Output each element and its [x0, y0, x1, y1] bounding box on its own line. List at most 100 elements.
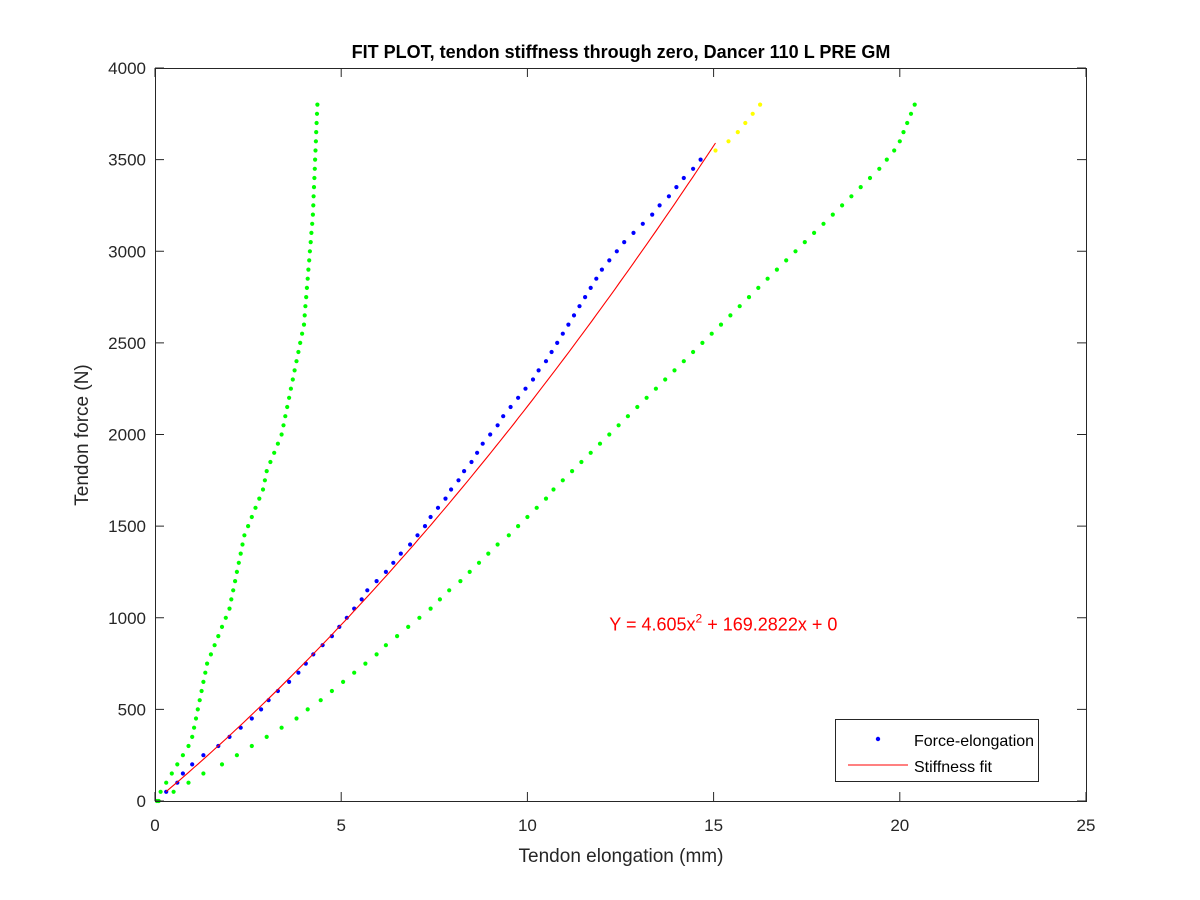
fit-equation-rest: + 169.2822x + 0 — [702, 615, 837, 635]
x-tick-label-4: 20 — [890, 816, 909, 835]
series-1-point-25 — [234, 569, 239, 575]
series-1-point-37 — [268, 459, 273, 465]
series-2-point-45 — [653, 386, 659, 391]
y-axis-label: Tendon force (N) — [72, 364, 93, 506]
series-1-point-6 — [186, 743, 191, 749]
series-1-point-23 — [231, 588, 236, 593]
series-0-point-57 — [599, 267, 605, 272]
series-2-point-33 — [543, 496, 549, 501]
series-1-point-28 — [240, 542, 245, 547]
series-2-point-11 — [318, 698, 323, 703]
series-1-point-15 — [205, 661, 210, 666]
series-1-point-29 — [242, 533, 247, 538]
series-2-point-2 — [186, 780, 191, 785]
series-1-point-48 — [294, 359, 299, 364]
series-2-point-30 — [516, 524, 521, 529]
series-0-point-19 — [344, 615, 349, 620]
series-2-point-25 — [467, 569, 472, 575]
series-1-point-40 — [279, 432, 284, 437]
x-tick-label-5: 25 — [1077, 816, 1096, 835]
series-1-point-38 — [272, 450, 277, 455]
series-2-point-36 — [570, 469, 575, 474]
series-0-point-65 — [666, 194, 672, 199]
series-0-point-22 — [365, 588, 370, 593]
series-1-point-68 — [312, 175, 317, 181]
series-1-point-22 — [229, 597, 234, 602]
series-0-point-42 — [508, 404, 513, 410]
series-2-point-13 — [341, 679, 346, 685]
series-1-point-71 — [313, 148, 318, 153]
series-2-point-69 — [877, 166, 882, 171]
series-1-point-14 — [203, 670, 208, 675]
y-tick-label-3: 1500 — [108, 517, 146, 536]
series-2-point-75 — [908, 111, 914, 116]
series-1-point-32 — [253, 505, 258, 510]
legend-label-force-elongation: Force-elongation — [914, 733, 1034, 750]
series-2-point-21 — [428, 606, 433, 611]
series-2 — [156, 102, 917, 804]
y-tick-label-4: 2000 — [108, 426, 146, 445]
series-2-point-17 — [383, 643, 388, 648]
series-2-point-70 — [884, 157, 889, 162]
y-tick-label-5: 2500 — [108, 334, 146, 353]
series-1-point-34 — [260, 487, 266, 492]
series-2-point-34 — [551, 487, 556, 492]
series-1-point-69 — [312, 166, 317, 171]
series-0-point-64 — [657, 203, 662, 208]
fit-equation-exponent: 2 — [696, 612, 703, 626]
series-1-point-27 — [238, 551, 243, 556]
series-0-point-2 — [180, 771, 185, 776]
series-0-point-47 — [543, 359, 549, 364]
series-2-point-29 — [506, 533, 511, 538]
series-1-point-7 — [190, 734, 195, 740]
series-0-point-46 — [536, 368, 541, 373]
series-2-point-28 — [495, 542, 500, 547]
y-tick-label-6: 3000 — [108, 242, 146, 261]
series-1-point-16 — [208, 652, 213, 657]
series-0-point-56 — [594, 276, 599, 281]
series-0-point-13 — [296, 670, 301, 675]
series-1-point-66 — [311, 194, 316, 199]
series-2-point-27 — [486, 551, 491, 556]
fit-equation-annotation: Y = 4.605x2 + 169.2822x + 0 — [609, 612, 837, 635]
series-1-point-19 — [219, 624, 225, 630]
series-2-point-74 — [905, 120, 910, 126]
series-1-point-73 — [314, 130, 319, 135]
series-1-point-18 — [216, 634, 221, 639]
legend-label-stiffness-fit: Stiffness fit — [914, 759, 993, 776]
series-2-point-37 — [579, 459, 584, 465]
series-2-point-72 — [897, 139, 902, 144]
series-1-point-58 — [306, 267, 311, 272]
series-2-point-42 — [625, 414, 631, 419]
series-2-point-38 — [588, 450, 593, 455]
series-0-point-40 — [495, 423, 500, 428]
series-3 — [713, 102, 763, 153]
series-1-point-20 — [223, 615, 228, 620]
series-1-point-67 — [311, 185, 317, 190]
series-1-point-4 — [175, 762, 180, 767]
series-1-point-10 — [195, 707, 200, 712]
series-3-point-3 — [743, 120, 748, 126]
series-0-point-68 — [691, 166, 696, 171]
y-tick-label-0: 0 — [137, 792, 146, 811]
series-0-point-37 — [475, 450, 480, 455]
series-1-point-33 — [257, 496, 262, 501]
series-1-point-21 — [227, 606, 232, 611]
series-1-point-63 — [310, 221, 315, 226]
series-2-point-18 — [395, 634, 400, 639]
series-0-point-29 — [422, 524, 428, 529]
series-2-point-44 — [644, 395, 649, 400]
x-axis-ticks: 0 5 10 15 20 25 — [150, 68, 1095, 835]
series-0-point-31 — [435, 505, 441, 510]
series-0-point-21 — [359, 597, 364, 602]
stiffness-fit-curve — [165, 142, 716, 793]
series-1-point-17 — [212, 643, 217, 648]
series-1-point-3 — [169, 771, 174, 776]
series-2-point-1 — [171, 789, 176, 794]
series-0-point-4 — [201, 753, 206, 758]
x-tick-label-0: 0 — [150, 816, 159, 835]
series-0-point-69 — [698, 157, 703, 162]
series-0-point-60 — [622, 240, 627, 245]
series-1-point-76 — [315, 102, 320, 107]
